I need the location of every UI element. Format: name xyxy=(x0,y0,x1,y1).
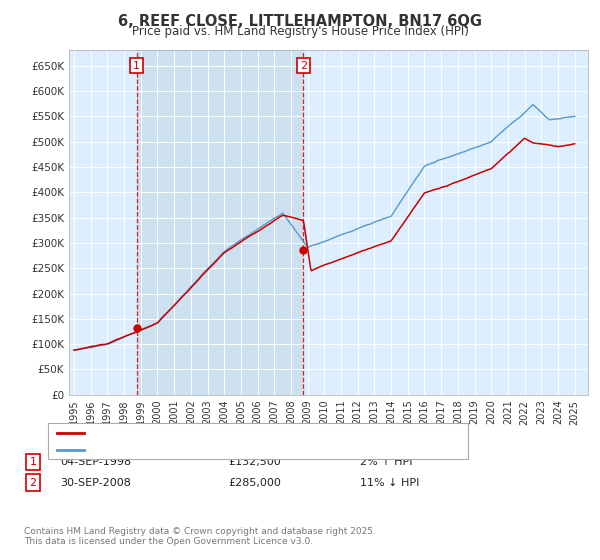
Text: Contains HM Land Registry data © Crown copyright and database right 2025.
This d: Contains HM Land Registry data © Crown c… xyxy=(24,526,376,546)
Text: 2% ↑ HPI: 2% ↑ HPI xyxy=(360,457,413,467)
Text: HPI: Average price, detached house, Arun: HPI: Average price, detached house, Arun xyxy=(90,445,308,455)
Text: £132,500: £132,500 xyxy=(228,457,281,467)
Text: 6, REEF CLOSE, LITTLEHAMPTON, BN17 6QG: 6, REEF CLOSE, LITTLEHAMPTON, BN17 6QG xyxy=(118,14,482,29)
Text: 6, REEF CLOSE, LITTLEHAMPTON, BN17 6QG (detached house): 6, REEF CLOSE, LITTLEHAMPTON, BN17 6QG (… xyxy=(90,428,415,438)
Text: 2: 2 xyxy=(300,60,307,71)
Text: 1: 1 xyxy=(29,457,37,467)
Text: 2: 2 xyxy=(29,478,37,488)
Text: 04-SEP-1998: 04-SEP-1998 xyxy=(60,457,131,467)
Text: 11% ↓ HPI: 11% ↓ HPI xyxy=(360,478,419,488)
Text: 30-SEP-2008: 30-SEP-2008 xyxy=(60,478,131,488)
Bar xyxy=(137,50,304,395)
Text: 1: 1 xyxy=(133,60,140,71)
Text: Price paid vs. HM Land Registry's House Price Index (HPI): Price paid vs. HM Land Registry's House … xyxy=(131,25,469,38)
Text: £285,000: £285,000 xyxy=(228,478,281,488)
